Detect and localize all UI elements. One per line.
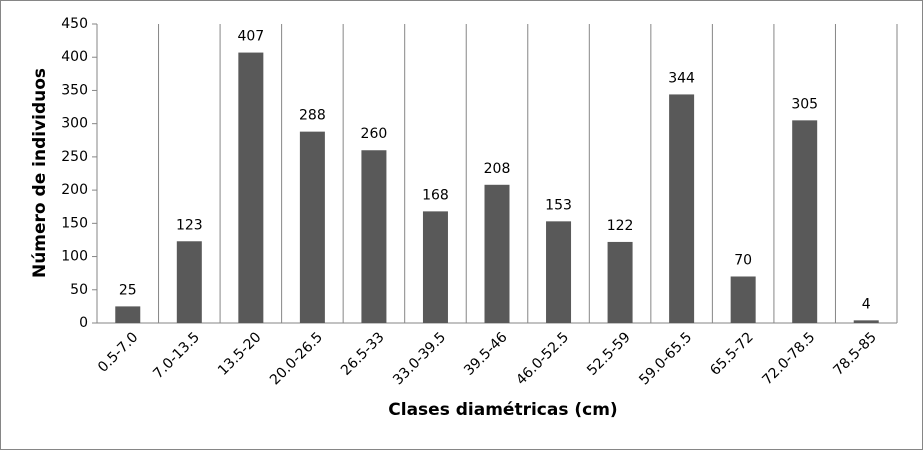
bar bbox=[176, 241, 202, 323]
data-label: 4 bbox=[862, 296, 871, 312]
y-tick-label: 200 bbox=[61, 182, 88, 198]
data-label: 168 bbox=[422, 187, 449, 203]
data-label: 288 bbox=[299, 108, 326, 124]
bar bbox=[361, 150, 387, 323]
y-tick-label: 250 bbox=[61, 149, 88, 165]
data-label: 122 bbox=[607, 218, 634, 234]
data-label: 123 bbox=[176, 217, 203, 233]
data-label: 407 bbox=[237, 29, 264, 45]
bar bbox=[238, 52, 264, 324]
y-tick-label: 150 bbox=[61, 215, 88, 231]
bar bbox=[299, 131, 325, 323]
y-axis-title: Número de individuos bbox=[30, 68, 50, 278]
bar bbox=[484, 184, 510, 323]
y-tick-label: 300 bbox=[61, 116, 88, 132]
y-tick-label: 50 bbox=[70, 282, 88, 298]
data-label: 305 bbox=[791, 96, 818, 112]
bar bbox=[546, 221, 572, 323]
y-tick-label: 350 bbox=[61, 82, 88, 98]
y-tick-label: 450 bbox=[61, 16, 88, 32]
y-tick-label: 100 bbox=[61, 249, 88, 265]
bar bbox=[853, 320, 879, 323]
y-tick-label: 0 bbox=[79, 315, 88, 331]
data-label: 25 bbox=[119, 282, 137, 298]
data-label: 344 bbox=[668, 70, 695, 86]
data-label: 153 bbox=[545, 197, 572, 213]
y-tick-label: 400 bbox=[61, 49, 88, 65]
data-label: 70 bbox=[734, 252, 752, 268]
bar bbox=[607, 241, 633, 323]
data-label: 208 bbox=[484, 161, 511, 177]
bar bbox=[792, 120, 818, 323]
data-label: 260 bbox=[361, 126, 388, 142]
bar bbox=[422, 211, 448, 323]
bar bbox=[730, 276, 756, 323]
x-axis-title: Clases diamétricas (cm) bbox=[388, 400, 617, 420]
bar bbox=[669, 94, 695, 323]
bar bbox=[115, 306, 141, 323]
